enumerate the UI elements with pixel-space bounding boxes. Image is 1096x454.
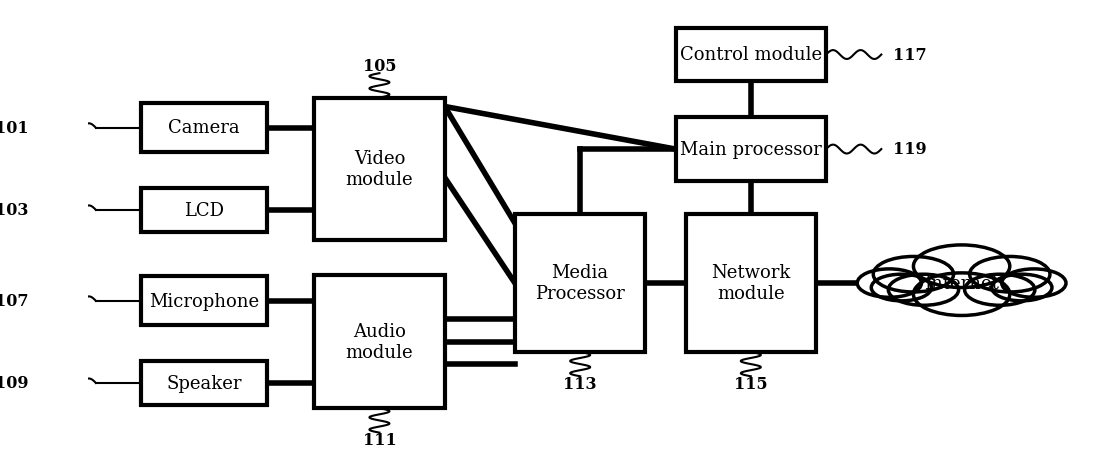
Bar — [675, 29, 826, 82]
Bar — [141, 361, 266, 405]
Bar — [141, 188, 266, 232]
Circle shape — [874, 257, 954, 292]
Text: Internet: Internet — [924, 274, 998, 292]
Circle shape — [857, 269, 922, 297]
Bar — [685, 215, 815, 352]
Text: Video
module: Video module — [345, 150, 413, 188]
Text: Network
module: Network module — [711, 264, 790, 303]
Text: 101: 101 — [0, 120, 28, 137]
Circle shape — [913, 245, 1009, 288]
Text: Audio
module: Audio module — [345, 322, 413, 361]
Circle shape — [969, 257, 1050, 292]
Text: Camera: Camera — [168, 119, 240, 137]
Bar — [315, 276, 445, 408]
Circle shape — [992, 275, 1052, 301]
Circle shape — [964, 275, 1035, 306]
Text: Microphone: Microphone — [149, 292, 259, 310]
Circle shape — [888, 275, 958, 306]
Circle shape — [913, 273, 1009, 316]
Text: Control module: Control module — [680, 46, 822, 64]
Bar — [141, 104, 266, 153]
Text: LCD: LCD — [184, 201, 224, 219]
Text: 105: 105 — [363, 58, 396, 75]
Text: Speaker: Speaker — [165, 374, 241, 392]
Text: 113: 113 — [563, 375, 597, 392]
Text: 117: 117 — [893, 47, 927, 64]
Bar — [675, 118, 826, 182]
Text: 119: 119 — [893, 141, 927, 158]
Text: 111: 111 — [363, 431, 397, 448]
Circle shape — [1002, 269, 1065, 297]
Bar — [315, 98, 445, 240]
Text: Media
Processor: Media Processor — [535, 264, 625, 303]
Bar — [515, 215, 646, 352]
Text: 109: 109 — [0, 375, 28, 391]
Bar — [141, 276, 266, 326]
Circle shape — [871, 275, 932, 301]
Text: 107: 107 — [0, 292, 28, 310]
Text: 115: 115 — [734, 375, 767, 392]
Text: 103: 103 — [0, 202, 28, 219]
Text: Main processor: Main processor — [680, 141, 822, 158]
